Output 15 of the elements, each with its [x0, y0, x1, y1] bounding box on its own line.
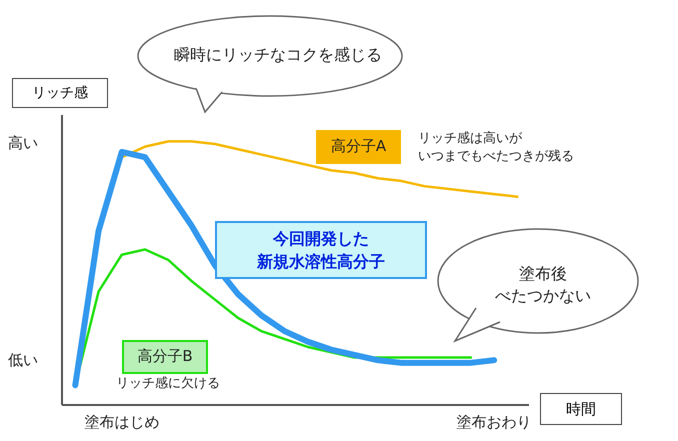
annotation: リッチ感は高いがいつまでもべたつきが残る [418, 131, 574, 164]
label-box: 高分子A [316, 130, 401, 164]
annotation: リッチ感に欠ける [116, 376, 220, 391]
text: 高い [8, 134, 38, 152]
series-label: 高分子A [330, 137, 386, 155]
label-box: 高分子B [122, 340, 208, 374]
label-box: 今回開発した新規水溶性高分子 [215, 221, 427, 280]
text-box: リッチ感 [12, 78, 108, 108]
text: 低い [8, 351, 38, 369]
x-tick-label: 塗布はじめ [84, 413, 160, 431]
x-tick-label: 塗布おわり [456, 413, 532, 431]
annotation: 塗布後べたつかない [495, 264, 591, 306]
series-label: 今回開発した新規水溶性高分子 [257, 229, 385, 272]
text: 瞬時にリッチなコクを感じる [174, 45, 382, 64]
text-box: 時間 [540, 393, 622, 425]
